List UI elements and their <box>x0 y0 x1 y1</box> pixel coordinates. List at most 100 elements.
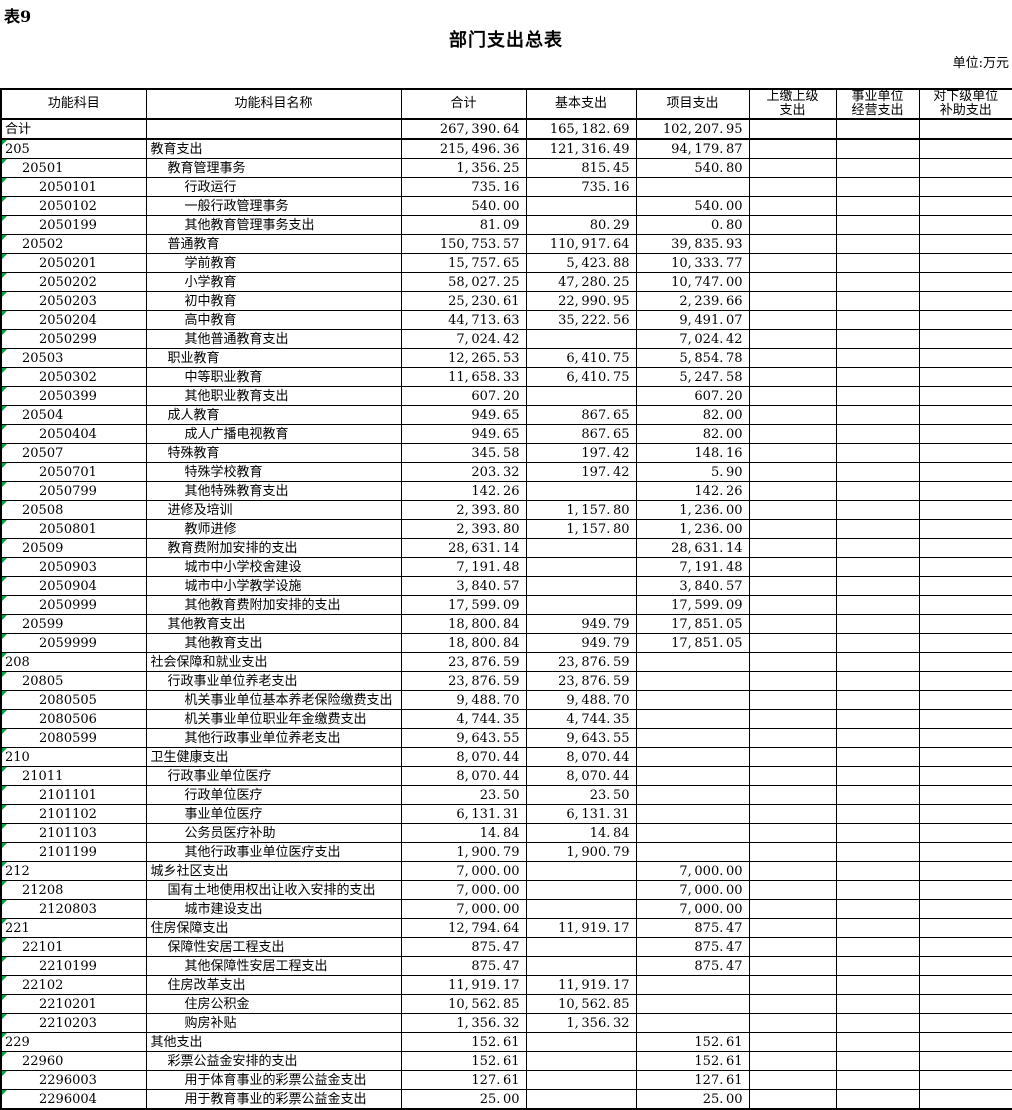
cell-operating-expenditure <box>835 177 920 197</box>
cell-operating-expenditure <box>835 118 920 140</box>
table-row: 2101101 行政单位医疗 23. 50 23. 50 <box>0 785 1012 805</box>
cell-basic-expenditure: 9, 643. 55 <box>525 728 637 748</box>
cell-function-code: 20504 <box>0 405 147 425</box>
cell-subsidy-to-subordinate <box>918 367 1012 387</box>
cell-function-code: 2296004 <box>0 1089 147 1110</box>
cell-paid-to-superior <box>748 177 837 197</box>
cell-function-code: 20501 <box>0 158 147 178</box>
cell-basic-expenditure <box>525 595 637 615</box>
cell-basic-expenditure: 11, 919. 17 <box>525 918 637 938</box>
cell-subsidy-to-subordinate <box>918 842 1012 862</box>
cell-operating-expenditure <box>835 690 920 710</box>
cell-paid-to-superior <box>748 785 837 805</box>
cell-paid-to-superior <box>748 118 837 140</box>
cell-total: 152. 61 <box>400 1051 527 1071</box>
cell-operating-expenditure <box>835 386 920 406</box>
cell-subsidy-to-subordinate <box>918 1032 1012 1052</box>
col-paid-to-superior: 上缴上级 支出 <box>748 88 837 120</box>
cell-project-expenditure: 17, 851. 05 <box>635 633 750 653</box>
cell-total: 150, 753. 57 <box>400 234 527 254</box>
cell-total: 1, 356. 25 <box>400 158 527 178</box>
cell-subsidy-to-subordinate <box>918 880 1012 900</box>
cell-function-code: 2080599 <box>0 728 147 748</box>
cell-basic-expenditure <box>525 557 637 577</box>
cell-total: 6, 131. 31 <box>400 804 527 824</box>
cell-total: 4, 744. 35 <box>400 709 527 729</box>
cell-paid-to-superior <box>748 538 837 558</box>
cell-subsidy-to-subordinate <box>918 1013 1012 1033</box>
cell-operating-expenditure <box>835 215 920 235</box>
cell-function-name: 其他普通教育支出 <box>145 329 402 349</box>
cell-basic-expenditure: 5, 423. 88 <box>525 253 637 273</box>
cell-subsidy-to-subordinate <box>918 481 1012 501</box>
cell-operating-expenditure <box>835 861 920 881</box>
cell-basic-expenditure: 4, 744. 35 <box>525 709 637 729</box>
cell-basic-expenditure: 197. 42 <box>525 462 637 482</box>
cell-project-expenditure <box>635 766 750 786</box>
cell-function-code: 221 <box>0 918 147 938</box>
cell-project-expenditure: 152. 61 <box>635 1051 750 1071</box>
cell-total: 267, 390. 64 <box>400 118 527 140</box>
cell-function-name: 其他职业教育支出 <box>145 386 402 406</box>
cell-subsidy-to-subordinate <box>918 348 1012 368</box>
cell-paid-to-superior <box>748 671 837 691</box>
table-row: 2050302 中等职业教育 11, 658. 33 6, 410. 75 5, 247… <box>0 367 1012 387</box>
cell-total: 152. 61 <box>400 1032 527 1052</box>
table-row: 2050903 城市中小学校舍建设 7, 191. 48 7, 191. 48 <box>0 557 1012 577</box>
cell-operating-expenditure <box>835 937 920 957</box>
cell-paid-to-superior <box>748 747 837 767</box>
table-tag: 表9 <box>4 7 32 26</box>
cell-paid-to-superior <box>748 880 837 900</box>
cell-function-code: 2050102 <box>0 196 147 216</box>
cell-subsidy-to-subordinate <box>918 443 1012 463</box>
cell-operating-expenditure <box>835 1032 920 1052</box>
cell-paid-to-superior <box>748 481 837 501</box>
cell-function-code: 2050404 <box>0 424 147 444</box>
cell-function-code: 2050202 <box>0 272 147 292</box>
cell-paid-to-superior <box>748 291 837 311</box>
cell-subsidy-to-subordinate <box>918 1070 1012 1090</box>
cell-operating-expenditure <box>835 329 920 349</box>
cell-function-code: 212 <box>0 861 147 881</box>
cell-project-expenditure: 875. 47 <box>635 918 750 938</box>
cell-operating-expenditure <box>835 842 920 862</box>
cell-paid-to-superior <box>748 329 837 349</box>
cell-basic-expenditure <box>525 1032 637 1052</box>
unit-label: 单位:万元 <box>952 56 1009 71</box>
cell-function-name: 成人教育 <box>145 405 402 425</box>
table-row: 2101103 公务员医疗补助 14. 84 14. 84 <box>0 823 1012 843</box>
cell-paid-to-superior <box>748 367 837 387</box>
cell-total: 875. 47 <box>400 956 527 976</box>
cell-basic-expenditure <box>525 880 637 900</box>
table-header: 功能科目 功能科目名称 合计 基本支出 项目支出 上缴上级 支出 事业单位 经营… <box>0 88 1012 120</box>
cell-basic-expenditure: 6, 410. 75 <box>525 348 637 368</box>
cell-paid-to-superior <box>748 576 837 596</box>
cell-function-code: 2050999 <box>0 595 147 615</box>
cell-subsidy-to-subordinate <box>918 937 1012 957</box>
cell-basic-expenditure: 165, 182. 69 <box>525 118 637 140</box>
cell-paid-to-superior <box>748 595 837 615</box>
cell-basic-expenditure: 6, 131. 31 <box>525 804 637 824</box>
table-row: 2210201 住房公积金 10, 562. 85 10, 562. 85 <box>0 994 1012 1014</box>
cell-project-expenditure <box>635 785 750 805</box>
cell-function-code: 2050799 <box>0 481 147 501</box>
cell-subsidy-to-subordinate <box>918 576 1012 596</box>
cell-basic-expenditure: 14. 84 <box>525 823 637 843</box>
cell-operating-expenditure <box>835 785 920 805</box>
col-basic-expenditure: 基本支出 <box>525 88 637 120</box>
cell-operating-expenditure <box>835 747 920 767</box>
cell-total: 58, 027. 25 <box>400 272 527 292</box>
cell-function-code: 2050701 <box>0 462 147 482</box>
cell-total: 2, 393. 80 <box>400 500 527 520</box>
cell-project-expenditure: 28, 631. 14 <box>635 538 750 558</box>
cell-project-expenditure: 5, 854. 78 <box>635 348 750 368</box>
cell-function-name: 高中教育 <box>145 310 402 330</box>
cell-function-code: 20509 <box>0 538 147 558</box>
table-row: 210 卫生健康支出 8, 070. 44 8, 070. 44 <box>0 747 1012 767</box>
cell-basic-expenditure: 11, 919. 17 <box>525 975 637 995</box>
cell-total: 2, 393. 80 <box>400 519 527 539</box>
cell-function-code: 229 <box>0 1032 147 1052</box>
cell-function-name: 城市中小学校舍建设 <box>145 557 402 577</box>
table-row: 20805 行政事业单位养老支出 23, 876. 59 23, 876. 59 <box>0 671 1012 691</box>
cell-subsidy-to-subordinate <box>918 291 1012 311</box>
